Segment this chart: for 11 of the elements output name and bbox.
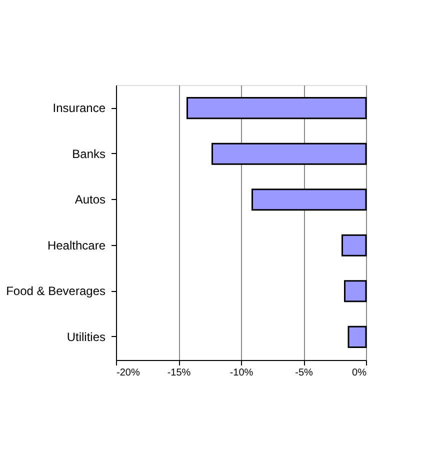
- x-tick-label: -20%: [116, 368, 140, 378]
- x-tick-label: -5%: [295, 368, 313, 378]
- x-tick-label: 0%: [352, 368, 367, 378]
- x-tick-label: -15%: [167, 368, 191, 378]
- y-tick-label: Banks: [72, 146, 106, 161]
- y-tick-label: Insurance: [52, 101, 106, 116]
- y-tick-label: Food & Beverages: [6, 284, 106, 298]
- x-tick-label: -10%: [230, 368, 254, 378]
- y-tick-label: Healthcare: [47, 238, 106, 252]
- y-tick-label: Autos: [74, 192, 106, 207]
- y-tick-label: Utilities: [66, 330, 106, 344]
